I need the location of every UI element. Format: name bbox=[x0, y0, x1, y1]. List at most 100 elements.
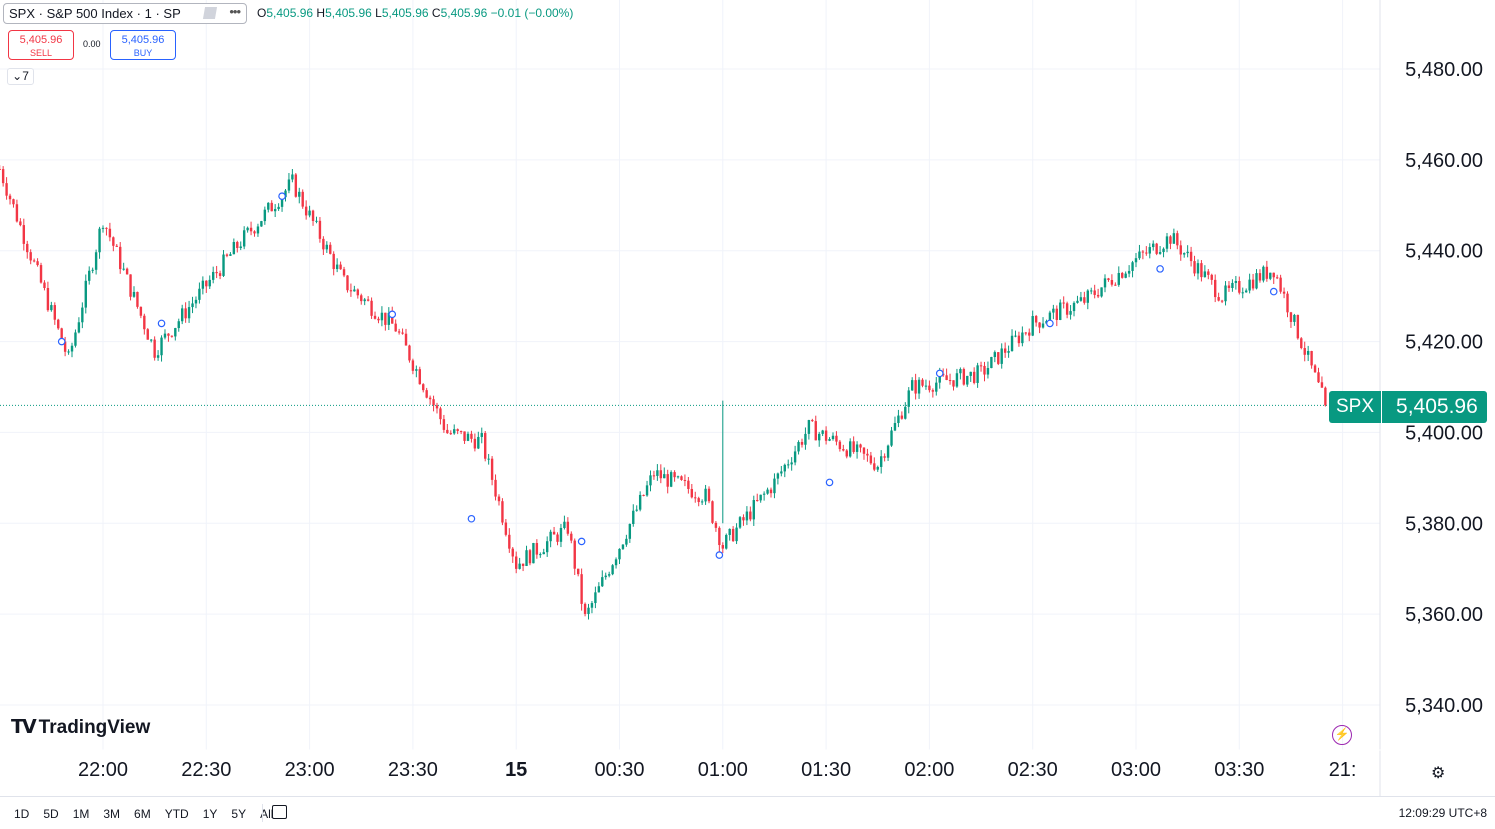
candle-body bbox=[659, 470, 663, 479]
candle-body bbox=[1213, 279, 1217, 298]
candle-body bbox=[53, 305, 56, 320]
candle-body bbox=[487, 458, 490, 460]
candle-body bbox=[105, 227, 108, 229]
candle-body bbox=[735, 527, 738, 542]
range-button-1d[interactable]: 1D bbox=[14, 807, 30, 821]
more-options-icon[interactable]: ••• bbox=[229, 4, 241, 19]
candle-body bbox=[1255, 273, 1258, 289]
candle-body bbox=[1300, 338, 1303, 349]
candle-body bbox=[391, 312, 394, 324]
candle-body bbox=[673, 472, 676, 478]
ohlc-legend: O5,405.96 H5,405.96 L5,405.96 C5,405.96 … bbox=[257, 6, 573, 20]
candle-body bbox=[1107, 278, 1110, 280]
candle-body bbox=[377, 318, 380, 321]
candle-body bbox=[363, 299, 366, 302]
candle-body bbox=[194, 299, 198, 304]
range-button-3m[interactable]: 3M bbox=[103, 807, 121, 821]
candle-body bbox=[814, 421, 817, 441]
candle-body bbox=[360, 295, 363, 302]
candle-body bbox=[280, 197, 284, 207]
candle-body bbox=[1069, 311, 1072, 315]
y-tick-label: 5,340.00 bbox=[1405, 695, 1483, 717]
range-button-5d[interactable]: 5D bbox=[43, 807, 59, 821]
candle-body bbox=[1217, 297, 1220, 301]
candle-body bbox=[439, 408, 442, 420]
candle-body bbox=[294, 174, 298, 197]
tradingview-logo[interactable]: 𝗧𝗩 TradingView bbox=[11, 716, 150, 739]
candle-body bbox=[150, 339, 153, 341]
candle-body bbox=[962, 369, 966, 385]
candle-body bbox=[545, 541, 549, 553]
candle-body bbox=[1220, 300, 1224, 302]
candle-body bbox=[549, 531, 552, 542]
range-button-1m[interactable]: 1M bbox=[72, 807, 90, 821]
range-button-5y[interactable]: 5Y bbox=[231, 807, 247, 821]
candle-body bbox=[1059, 302, 1062, 320]
candle-body bbox=[180, 308, 184, 322]
candle-body bbox=[253, 231, 256, 234]
gear-icon[interactable]: ⚙ bbox=[1431, 765, 1446, 782]
sell-button[interactable]: 5,405.96 SELL bbox=[8, 30, 74, 60]
range-button-6m[interactable]: 6M bbox=[134, 807, 151, 821]
candle-body bbox=[704, 488, 707, 502]
candle-body bbox=[721, 545, 724, 549]
candle-body bbox=[845, 450, 848, 457]
candle-body bbox=[824, 430, 828, 441]
range-button-1y[interactable]: 1Y bbox=[202, 807, 218, 821]
candle-body bbox=[19, 221, 22, 226]
candle-body bbox=[1086, 290, 1089, 303]
candle-body bbox=[160, 337, 163, 356]
visibility-icon[interactable] bbox=[202, 7, 218, 19]
candle-body bbox=[649, 475, 652, 486]
candle-body bbox=[945, 375, 948, 381]
candle-body bbox=[1286, 293, 1289, 313]
candle-body bbox=[900, 415, 904, 419]
x-tick-label: 03:00 bbox=[1111, 759, 1161, 781]
candle-body bbox=[818, 433, 821, 441]
candle-body bbox=[1244, 290, 1248, 293]
event-marker bbox=[278, 192, 286, 201]
lightning-icon[interactable]: ⚡ bbox=[1332, 725, 1352, 745]
symbol-search-box[interactable]: SPX · S&P 500 Index · 1 · SP ••• bbox=[3, 3, 247, 24]
candle-body bbox=[143, 315, 146, 330]
open-value: 5,405.96 bbox=[266, 6, 314, 20]
candle-body bbox=[504, 522, 508, 535]
candle-body bbox=[938, 373, 941, 383]
buy-button[interactable]: 5,405.96 BUY bbox=[110, 30, 176, 60]
candle-body bbox=[769, 489, 773, 494]
candle-body bbox=[239, 246, 242, 249]
calendar-icon[interactable] bbox=[272, 805, 287, 819]
candle-body bbox=[1017, 335, 1021, 344]
candle-body bbox=[1138, 251, 1141, 259]
candle-body bbox=[638, 494, 642, 510]
candle-body bbox=[566, 521, 570, 534]
candle-body bbox=[904, 406, 907, 419]
candle-body bbox=[570, 533, 573, 541]
candle-body bbox=[518, 563, 521, 569]
close-value: 5,405.96 bbox=[440, 6, 488, 20]
candle-body bbox=[687, 480, 690, 489]
candle-body bbox=[1131, 262, 1134, 271]
candle-body bbox=[1148, 247, 1151, 254]
y-tick-label: 5,440.00 bbox=[1405, 241, 1483, 263]
candle-body bbox=[580, 574, 583, 604]
range-button-all[interactable]: All bbox=[260, 807, 274, 821]
tradingview-logo-icon: 𝗧𝗩 bbox=[11, 717, 37, 738]
y-tick-label: 5,420.00 bbox=[1405, 332, 1483, 354]
candle-body bbox=[284, 190, 287, 198]
indicators-collapse-button[interactable]: ⌄7 bbox=[7, 68, 34, 85]
buy-label: BUY bbox=[133, 48, 153, 58]
candle-body bbox=[1028, 332, 1031, 336]
range-button-ytd[interactable]: YTD bbox=[164, 807, 189, 821]
candle-body bbox=[642, 494, 645, 496]
candle-body bbox=[1231, 282, 1234, 288]
candle-body bbox=[601, 577, 604, 587]
price-chart[interactable]: 5,340.00 5,360.00 5,380.00 5,400.00 5,420.00… bbox=[0, 0, 1495, 796]
candle-body bbox=[766, 489, 769, 494]
candle-body bbox=[1324, 387, 1327, 406]
candle-body bbox=[366, 299, 370, 301]
candle-body bbox=[401, 332, 404, 334]
clock[interactable]: 12:09:29 UTC+8 bbox=[1398, 806, 1487, 820]
event-marker bbox=[825, 478, 834, 487]
candle-body bbox=[229, 254, 232, 256]
